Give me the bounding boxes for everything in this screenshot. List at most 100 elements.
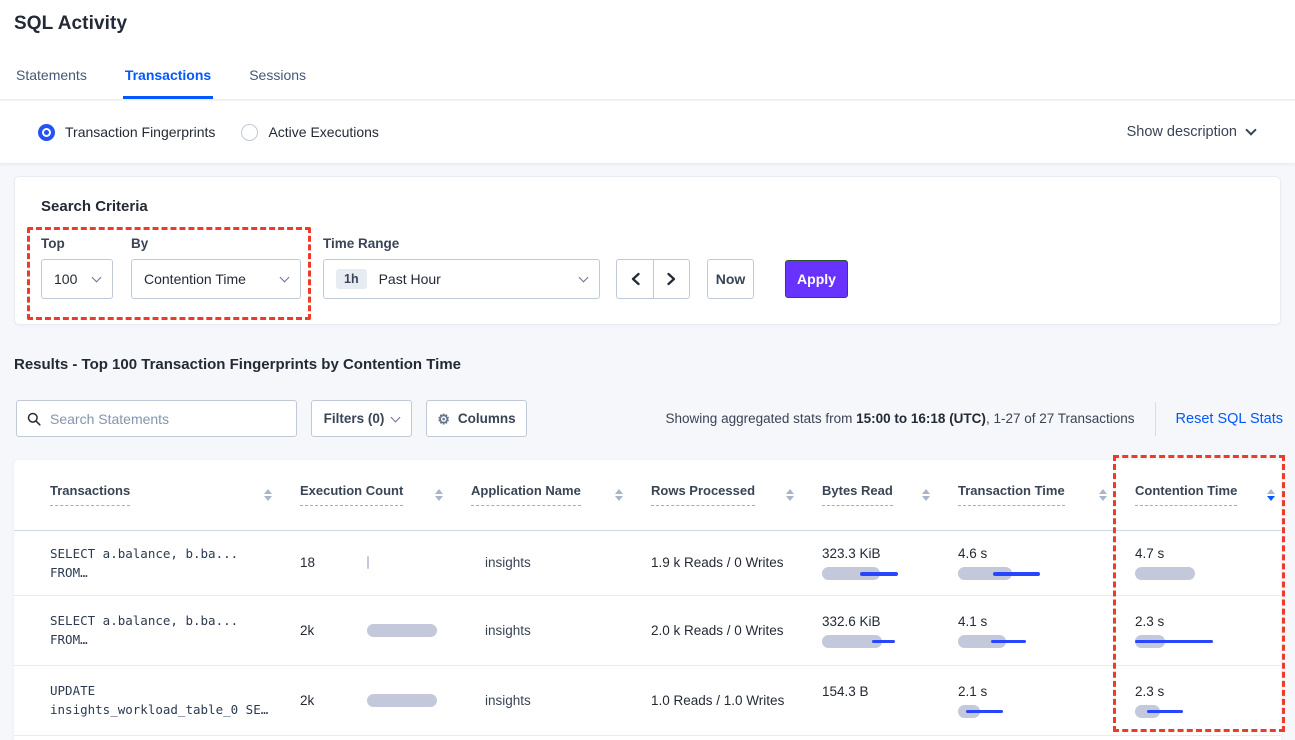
search-criteria-card: Search Criteria Top 100 By Contention Ti… (14, 176, 1281, 325)
column-header-transaction-time[interactable]: Transaction Time (958, 483, 1065, 507)
radio-unselected-icon[interactable] (241, 123, 259, 141)
top-label: Top (41, 236, 65, 251)
column-header-execution-count[interactable]: Execution Count (300, 483, 404, 507)
application-name-cell: insights (485, 622, 531, 638)
stats-area: Showing aggregated stats from 15:00 to 1… (666, 400, 1283, 437)
radio-selected-icon[interactable] (38, 123, 55, 141)
page-title: SQL Activity (14, 13, 128, 34)
sort-icon[interactable] (435, 488, 443, 501)
stddev-line (872, 639, 895, 643)
chevron-right-icon (667, 272, 676, 286)
sort-icon[interactable] (1099, 488, 1107, 501)
mean-bar (1135, 567, 1195, 580)
filters-label: Filters (0) (323, 411, 385, 426)
radio-label: Transaction Fingerprints (65, 124, 216, 140)
sort-icon[interactable] (264, 488, 272, 501)
time-range-pager (616, 259, 690, 299)
execution-count-bar (366, 623, 437, 637)
transaction-fingerprint-cell[interactable]: UPDATE insights_workload_table_0 SE… (14, 665, 300, 735)
transactions-table-card: Transactions Execution Count Application… (14, 460, 1281, 740)
column-header-transactions[interactable]: Transactions (50, 483, 131, 507)
page-header: SQL Activity Statements Transactions Ses… (0, 0, 1295, 100)
query-text[interactable]: FROM… (50, 632, 88, 647)
gear-icon: ⚙ (437, 410, 450, 427)
query-text[interactable]: insights_workload_table_0 SE… (50, 702, 269, 717)
by-select[interactable]: Contention Time (131, 259, 301, 299)
query-text[interactable]: FROM… (50, 564, 88, 580)
time-range-value: Past Hour (378, 271, 441, 287)
chevron-left-icon (631, 272, 640, 286)
radio-label: Active Executions (268, 124, 379, 140)
table-header-row: Transactions Execution Count Application… (14, 460, 1281, 531)
radio-transaction-fingerprints[interactable]: Transaction Fingerprints (38, 123, 216, 141)
time-range-select[interactable]: 1h Past Hour (323, 259, 600, 299)
table-row: SELECT a.balance, b.ba... FROM… 18 insig… (14, 530, 1281, 595)
bytes-read-cell: 323.3 KiB (822, 530, 958, 595)
mean-bar (822, 634, 882, 648)
tab-sessions[interactable]: Sessions (249, 67, 307, 83)
execution-count-cell: 2k (300, 665, 471, 735)
view-radio-group: Transaction Fingerprints Active Executio… (38, 123, 379, 141)
mean-bar (958, 567, 1012, 580)
previous-range-button[interactable] (617, 260, 653, 298)
stddev-line (966, 709, 1003, 713)
search-statements-box[interactable] (16, 400, 297, 437)
bytes-read-cell: 154.3 B (822, 683, 869, 699)
transactions-table: Transactions Execution Count Application… (14, 460, 1281, 736)
aggregated-stats-text: Showing aggregated stats from 15:00 to 1… (665, 411, 1135, 426)
by-value: Contention Time (144, 271, 246, 287)
sort-icon[interactable] (786, 488, 794, 501)
transaction-fingerprint-cell[interactable]: SELECT a.balance, b.ba... FROM… (14, 595, 300, 665)
query-text[interactable]: SELECT a.balance, b.ba... (50, 613, 239, 628)
execution-count-bar (366, 556, 369, 569)
application-name-cell: insights (485, 555, 531, 570)
chevron-down-icon (91, 272, 102, 282)
time-range-badge: 1h (336, 269, 367, 289)
sort-icon[interactable] (615, 488, 623, 501)
filters-button[interactable]: Filters (0) (311, 400, 412, 437)
query-text[interactable]: UPDATE (50, 683, 96, 698)
column-header-contention-time[interactable]: Contention Time (1135, 483, 1238, 507)
sort-icon-desc-active[interactable] (1267, 488, 1275, 501)
tab-statements[interactable]: Statements (16, 67, 87, 83)
execution-count-bar (366, 693, 437, 707)
column-header-bytes-read[interactable]: Bytes Read (822, 483, 893, 507)
transaction-fingerprint-cell[interactable]: SELECT a.balance, b.ba... FROM… (14, 530, 300, 595)
results-controls-row: Filters (0) ⚙ Columns Showing aggregated… (0, 400, 1295, 437)
stddev-line (991, 639, 1026, 643)
radio-active-executions[interactable]: Active Executions (241, 123, 379, 141)
column-header-application-name[interactable]: Application Name (471, 483, 581, 507)
top-select[interactable]: 100 (41, 259, 113, 299)
rows-processed-cell: 2.0 k Reads / 0 Writes (651, 622, 784, 638)
show-description-label: Show description (1126, 124, 1237, 140)
search-criteria-heading: Search Criteria (41, 198, 148, 215)
apply-button[interactable]: Apply (785, 260, 848, 298)
application-name-cell: insights (485, 692, 531, 708)
contention-time-cell: 2.3 s (1135, 595, 1281, 665)
chevron-down-icon (279, 272, 290, 282)
vertical-divider (1154, 401, 1156, 436)
chevron-down-icon (390, 412, 401, 422)
mean-bar (958, 634, 1006, 648)
tab-transactions[interactable]: Transactions (122, 57, 214, 99)
stddev-line (1147, 709, 1183, 713)
now-button[interactable]: Now (707, 259, 754, 299)
by-label: By (131, 236, 149, 251)
time-range-label: Time Range (323, 236, 400, 251)
search-icon (27, 412, 41, 426)
next-range-button[interactable] (653, 260, 689, 298)
results-heading: Results - Top 100 Transaction Fingerprin… (14, 356, 462, 373)
stats-time-range: 15:00 to 16:18 (UTC) (856, 411, 986, 426)
contention-time-cell: 2.3 s (1135, 665, 1281, 735)
search-statements-input[interactable] (50, 410, 286, 427)
show-description-toggle[interactable]: Show description (1126, 124, 1257, 140)
query-text[interactable]: SELECT a.balance, b.ba... (50, 545, 239, 561)
top-value: 100 (54, 271, 78, 287)
columns-button[interactable]: ⚙ Columns (426, 400, 527, 437)
column-header-rows-processed[interactable]: Rows Processed (651, 483, 756, 507)
stddev-line (860, 572, 898, 576)
contention-time-cell: 4.7 s (1135, 530, 1281, 595)
reset-sql-stats-link[interactable]: Reset SQL Stats (1175, 410, 1283, 427)
bytes-read-cell: 332.6 KiB (822, 595, 958, 665)
sort-icon[interactable] (922, 488, 930, 501)
